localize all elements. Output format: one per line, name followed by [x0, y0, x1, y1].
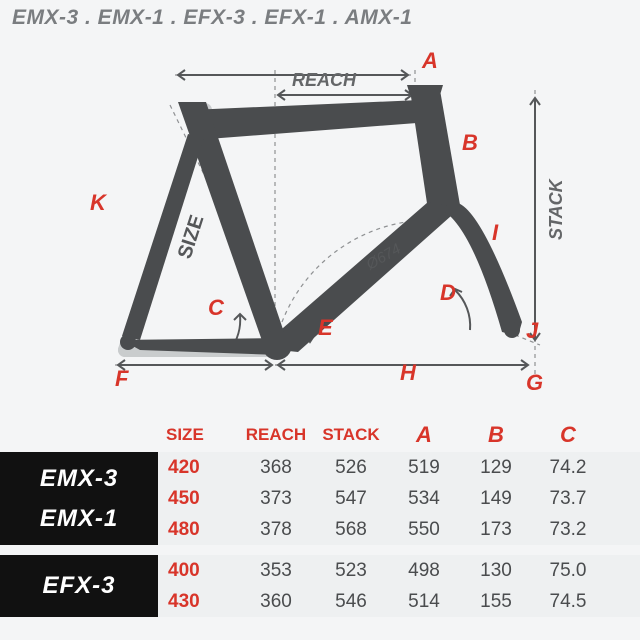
label-c: C: [208, 295, 224, 321]
model-list-header: EMX-3 . EMX-1 . EFX-3 . EFX-1 . AMX-1: [12, 6, 412, 30]
cell: 420: [166, 457, 238, 479]
cell: 400: [166, 560, 238, 582]
col-b: B: [460, 422, 532, 448]
cell: 547: [314, 488, 388, 510]
cell: 353: [238, 560, 314, 582]
cell: 373: [238, 488, 314, 510]
cell: 430: [166, 591, 238, 613]
cell: 360: [238, 591, 314, 613]
col-size: SIZE: [166, 425, 238, 445]
label-f: F: [115, 366, 128, 392]
reach-label: REACH: [292, 70, 356, 91]
group-efx: EFX-3: [0, 555, 158, 617]
cell: 546: [314, 591, 388, 613]
cell: 568: [314, 519, 388, 541]
label-j: J: [526, 318, 538, 344]
cell: 498: [388, 560, 460, 582]
geometry-diagram: Ø674 SIZE REACH STACK A B C D E F G H I …: [60, 40, 580, 400]
cell: 534: [388, 488, 460, 510]
cell: 519: [388, 457, 460, 479]
cell: 480: [166, 519, 238, 541]
cell: 550: [388, 519, 460, 541]
cell: 378: [238, 519, 314, 541]
cell: 173: [460, 519, 532, 541]
cell: 368: [238, 457, 314, 479]
cell: 129: [460, 457, 532, 479]
cell: 514: [388, 591, 460, 613]
label-b: B: [462, 130, 478, 156]
col-reach: REACH: [238, 425, 314, 445]
label-h: H: [400, 360, 416, 386]
cell: 74.2: [532, 457, 604, 479]
svg-text:SIZE: SIZE: [174, 212, 209, 261]
label-k: K: [90, 190, 106, 216]
col-a: A: [388, 422, 460, 448]
cell: 73.2: [532, 519, 604, 541]
cell: 526: [314, 457, 388, 479]
label-i: I: [492, 220, 498, 246]
cell: 130: [460, 560, 532, 582]
group-emx: EMX-3 EMX-1: [0, 452, 158, 545]
cell: 523: [314, 560, 388, 582]
stack-label: STACK: [546, 179, 567, 240]
cell: 75.0: [532, 560, 604, 582]
cell: 74.5: [532, 591, 604, 613]
cell: 450: [166, 488, 238, 510]
col-stack: STACK: [314, 425, 388, 445]
geometry-table: SIZE REACH STACK A B C EMX-3 EMX-1 420 3…: [0, 418, 640, 617]
label-e: E: [318, 315, 333, 341]
col-c: C: [532, 422, 604, 448]
label-g: G: [526, 370, 543, 396]
cell: 155: [460, 591, 532, 613]
label-d: D: [440, 280, 456, 306]
cell: 73.7: [532, 488, 604, 510]
cell: 149: [460, 488, 532, 510]
label-a: A: [422, 48, 438, 74]
